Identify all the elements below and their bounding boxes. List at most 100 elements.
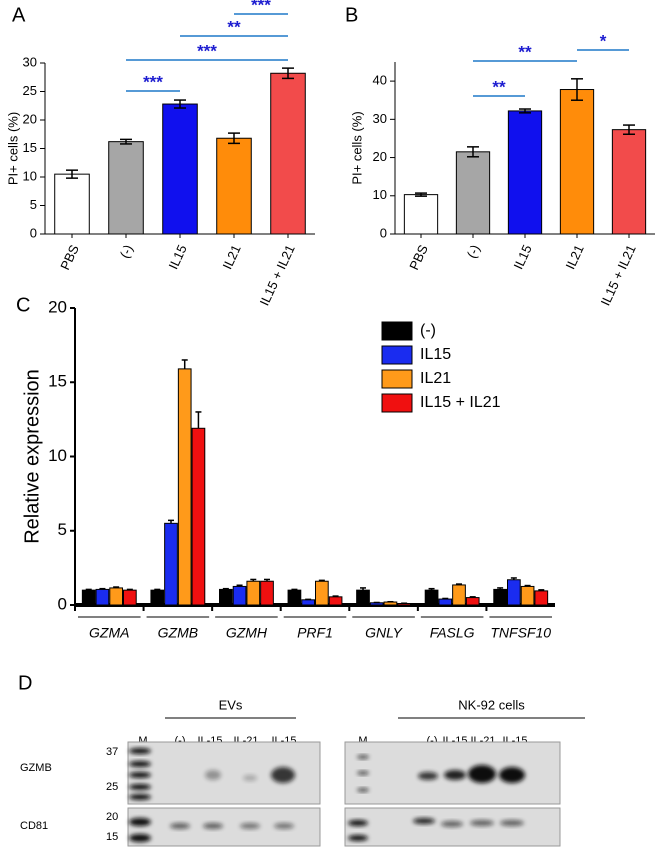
error-bar	[282, 67, 294, 80]
bar	[232, 585, 247, 606]
lane-label: (-)	[427, 735, 438, 747]
bar	[493, 588, 507, 606]
blot-band	[129, 818, 151, 826]
blot-band	[129, 784, 151, 790]
blot-band	[500, 820, 524, 826]
panel-label: C	[16, 294, 30, 316]
size-marker: 37	[106, 746, 118, 758]
bar	[559, 89, 595, 235]
x-tick-label: GNLY	[365, 625, 404, 641]
x-tick-label: (-)	[117, 242, 136, 260]
y-tick-label: 0	[30, 225, 37, 240]
legend-swatch	[381, 321, 413, 341]
x-tick-label: GZMA	[89, 625, 129, 641]
bar	[315, 580, 329, 606]
bar	[455, 151, 491, 235]
error-bar	[195, 411, 202, 429]
bar	[287, 589, 302, 606]
significance-stars: ***	[251, 0, 271, 14]
blot-band	[129, 772, 151, 778]
error-bar	[497, 587, 504, 590]
x-tick-label: IL21	[563, 242, 587, 271]
error-bar	[66, 169, 78, 179]
x-tick-label: PBS	[406, 242, 431, 272]
legend-label: IL15 + IL21	[420, 394, 501, 411]
blot-band	[203, 823, 223, 829]
legend-swatch	[381, 369, 413, 389]
y-tick-label: 15	[23, 140, 37, 155]
size-marker: 25	[106, 781, 118, 793]
error-bar	[360, 587, 366, 591]
blot-band	[348, 820, 368, 826]
error-bar	[318, 579, 325, 582]
bar	[108, 141, 144, 235]
error-bar	[181, 359, 188, 369]
bar	[301, 599, 315, 606]
y-axis-label: Relative expression	[21, 369, 43, 544]
y-tick-label: 0	[58, 594, 67, 613]
y-tick-label: 0	[380, 225, 387, 240]
significance-stars: **	[227, 17, 241, 36]
x-tick-label: TNFSF10	[490, 625, 551, 641]
legend-label: IL15	[420, 346, 451, 363]
error-bar	[250, 578, 257, 582]
significance-stars: **	[518, 42, 532, 61]
bar	[424, 589, 439, 606]
y-tick-label: 25	[23, 83, 37, 98]
error-bar	[291, 588, 298, 591]
row-label: GZMB	[20, 762, 52, 774]
blot-membrane	[344, 807, 561, 847]
blot-band	[499, 767, 525, 783]
blot-band	[271, 767, 295, 783]
error-bar	[469, 596, 476, 598]
error-bar	[519, 108, 531, 114]
bar	[219, 588, 233, 606]
y-tick-label: 20	[48, 297, 67, 316]
y-tick-label: 20	[373, 149, 387, 164]
blot-band	[129, 794, 151, 800]
error-bar	[222, 587, 229, 590]
lane-label: (-)	[175, 735, 186, 747]
y-axis-label: PI+ cells (%)	[349, 111, 364, 184]
error-bar	[154, 588, 161, 591]
bar	[611, 129, 647, 235]
bar	[216, 137, 252, 235]
bar	[177, 368, 192, 606]
significance-stars: ***	[197, 41, 217, 60]
error-bar	[467, 146, 479, 158]
significance-stars: ***	[143, 72, 163, 91]
error-bar	[442, 597, 449, 600]
bar	[270, 72, 306, 235]
x-tick-label: FASLG	[430, 625, 475, 641]
error-bar	[415, 192, 427, 197]
blot-band	[357, 788, 369, 792]
bar	[356, 589, 370, 606]
blot-band	[468, 765, 496, 783]
y-axis-label: PI+ cells (%)	[5, 112, 20, 185]
error-bar	[236, 584, 243, 587]
lane-label: M	[138, 735, 147, 747]
error-bar	[174, 99, 186, 109]
y-tick-label: 10	[48, 446, 67, 465]
panel-label: B	[345, 4, 358, 26]
blot-band	[413, 818, 435, 824]
blot-band	[418, 772, 438, 780]
blot-band	[129, 761, 151, 767]
lane-label: M	[358, 735, 367, 747]
significance-stars: *	[600, 31, 607, 50]
error-bar	[524, 584, 531, 587]
bar	[465, 597, 480, 606]
blot-band	[441, 821, 463, 827]
panel-label: A	[12, 4, 26, 26]
x-tick-label: IL15 + IL21	[257, 242, 298, 308]
blot-band	[274, 823, 294, 829]
blot-band	[357, 771, 369, 775]
blot-band	[444, 770, 466, 780]
error-bar	[332, 595, 339, 597]
size-marker: 15	[106, 831, 118, 843]
bar	[260, 580, 274, 606]
y-tick-label: 40	[373, 73, 387, 88]
error-bar	[510, 577, 517, 580]
bar	[438, 598, 453, 606]
